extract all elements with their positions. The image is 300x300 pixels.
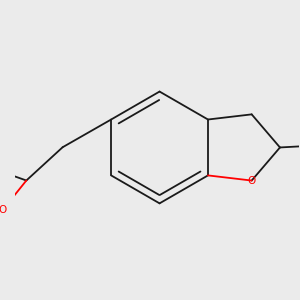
Text: O: O [0, 205, 7, 215]
Text: O: O [248, 176, 256, 186]
